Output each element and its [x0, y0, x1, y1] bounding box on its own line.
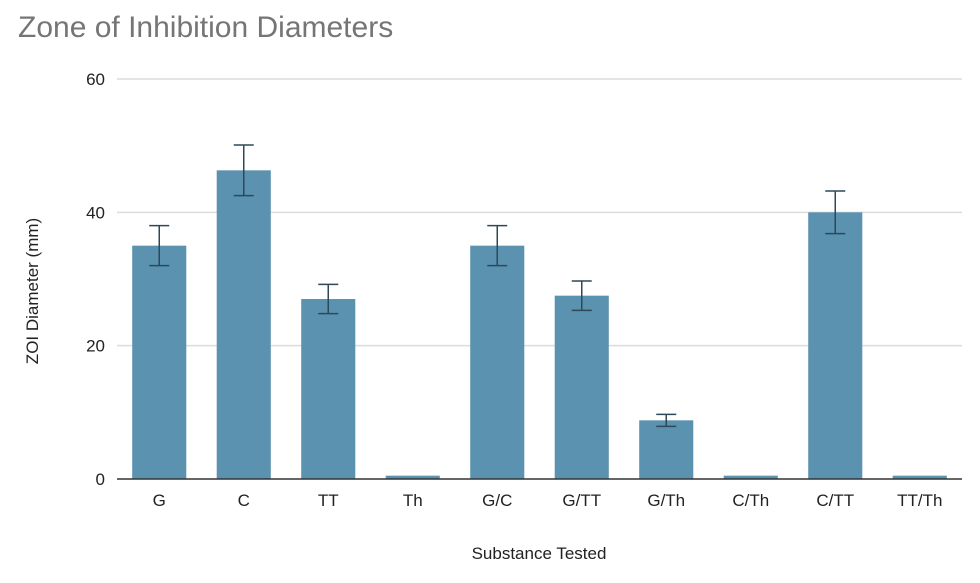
x-tick-label: C/TT	[816, 491, 854, 510]
error-bars	[149, 144, 846, 428]
y-axis-ticks: 0 20 40 60	[86, 70, 105, 489]
y-tick-label: 0	[96, 470, 105, 489]
bar-g	[132, 245, 187, 479]
y-tick-label: 40	[86, 203, 105, 222]
bar-tt	[301, 299, 356, 479]
error-bar	[825, 190, 846, 235]
error-bar	[149, 224, 170, 267]
bar-c-tt	[808, 212, 863, 480]
y-axis-label: ZOI Diameter (mm)	[23, 218, 42, 364]
error-bar	[656, 413, 677, 428]
x-tick-label: Th	[403, 491, 423, 510]
x-axis-label: Substance Tested	[472, 544, 607, 563]
x-tick-label: G/TT	[562, 491, 601, 510]
bar-th	[385, 475, 440, 479]
y-tick-label: 60	[86, 70, 105, 89]
x-tick-label: G/Th	[647, 491, 685, 510]
error-bar	[571, 280, 592, 312]
y-tick-label: 20	[86, 337, 105, 356]
bar-g-tt	[554, 295, 609, 479]
x-axis-ticks: G C TT Th G/C G/TT G/Th C/Th C/TT TT/Th	[153, 491, 943, 510]
x-tick-label: TT/Th	[897, 491, 942, 510]
error-bar	[487, 224, 508, 267]
bars	[132, 170, 947, 480]
error-bar	[233, 144, 254, 197]
x-tick-label: TT	[318, 491, 339, 510]
bar-g-th	[639, 420, 694, 479]
chart-title: Zone of Inhibition Diameters	[18, 11, 393, 44]
x-tick-label: C	[238, 491, 250, 510]
bar-c	[216, 170, 271, 480]
x-tick-label: C/Th	[732, 491, 769, 510]
error-bar	[318, 283, 339, 315]
bar-c-th	[723, 475, 778, 479]
x-tick-label: G	[153, 491, 166, 510]
bar-g-c	[470, 245, 525, 479]
bar-tt-th	[892, 475, 947, 479]
x-tick-label: G/C	[482, 491, 512, 510]
